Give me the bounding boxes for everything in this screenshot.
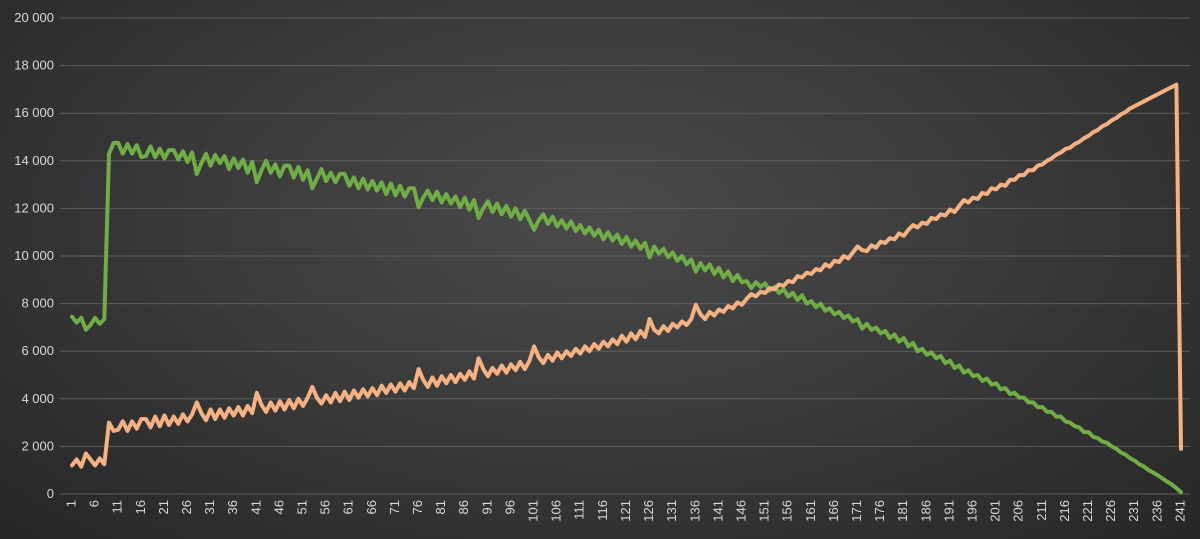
x-tick-label: 201 <box>988 500 1003 522</box>
x-tick-label: 206 <box>1011 500 1026 522</box>
x-tick-label: 136 <box>687 500 702 522</box>
x-tick-label: 231 <box>1126 500 1141 522</box>
x-tick-label: 131 <box>664 500 679 522</box>
x-tick-label: 31 <box>202 500 217 514</box>
y-tick-label: 2 000 <box>21 438 54 453</box>
x-tick-label: 221 <box>1080 500 1095 522</box>
y-tick-label: 18 000 <box>14 58 54 73</box>
x-tick-label: 186 <box>918 500 933 522</box>
x-tick-label: 151 <box>757 500 772 522</box>
gridlines <box>60 17 1190 495</box>
x-tick-label: 51 <box>294 500 309 514</box>
x-tick-label: 191 <box>941 500 956 522</box>
x-tick-label: 226 <box>1103 500 1118 522</box>
x-tick-label: 91 <box>479 500 494 514</box>
x-tick-label: 61 <box>341 500 356 514</box>
x-tick-label: 126 <box>641 500 656 522</box>
x-tick-label: 106 <box>549 500 564 522</box>
x-tick-label: 141 <box>710 500 725 522</box>
x-tick-label: 56 <box>318 500 333 514</box>
x-tick-label: 156 <box>780 500 795 522</box>
x-tick-label: 86 <box>456 500 471 514</box>
series-line-1 <box>70 140 1183 495</box>
x-tick-label: 76 <box>410 500 425 514</box>
x-tick-label: 161 <box>803 500 818 522</box>
x-tick-label: 36 <box>225 500 240 514</box>
y-tick-label: 0 <box>47 486 54 501</box>
series-line-2 <box>70 82 1183 469</box>
x-axis-tick-labels: 1 6 11 16 21 26 31 36 41 46 51 56 61 66 71 76 81 86 91 96 10… <box>63 500 1187 522</box>
x-tick-label: 196 <box>965 500 980 522</box>
y-tick-label: 8 000 <box>21 296 54 311</box>
x-tick-label: 6 <box>87 500 102 507</box>
y-tick-label: 6 000 <box>21 343 54 358</box>
x-tick-label: 66 <box>364 500 379 514</box>
x-tick-label: 111 <box>572 500 587 520</box>
x-tick-label: 121 <box>618 500 633 522</box>
x-tick-label: 116 <box>595 500 610 521</box>
x-tick-label: 1 <box>63 500 78 507</box>
y-tick-label: 12 000 <box>14 200 54 215</box>
x-tick-label: 81 <box>433 500 448 514</box>
x-tick-label: 71 <box>387 500 402 514</box>
series-lines <box>70 82 1183 495</box>
x-tick-label: 21 <box>156 500 171 514</box>
x-tick-label: 16 <box>133 500 148 514</box>
x-tick-label: 41 <box>248 500 263 514</box>
y-axis-tick-labels: 0 2 000 4 000 6 000 8 000 10 000 12 000 14 000 1… <box>14 10 54 501</box>
x-tick-label: 181 <box>895 500 910 522</box>
x-tick-label: 101 <box>526 500 541 522</box>
x-tick-label: 11 <box>110 500 125 514</box>
x-tick-label: 236 <box>1149 500 1164 522</box>
y-tick-label: 16 000 <box>14 105 54 120</box>
y-tick-label: 20 000 <box>14 10 54 25</box>
x-tick-label: 46 <box>271 500 286 514</box>
y-tick-label: 4 000 <box>21 391 54 406</box>
x-tick-label: 171 <box>849 500 864 522</box>
x-tick-label: 216 <box>1057 500 1072 522</box>
x-tick-label: 96 <box>502 500 517 514</box>
y-tick-label: 10 000 <box>14 248 54 263</box>
x-tick-label: 176 <box>872 500 887 522</box>
x-tick-label: 146 <box>733 500 748 522</box>
x-tick-label: 166 <box>826 500 841 522</box>
x-tick-label: 211 <box>1034 500 1049 521</box>
y-tick-label: 14 000 <box>14 153 54 168</box>
x-tick-label: 241 <box>1172 500 1187 522</box>
x-tick-label: 26 <box>179 500 194 514</box>
